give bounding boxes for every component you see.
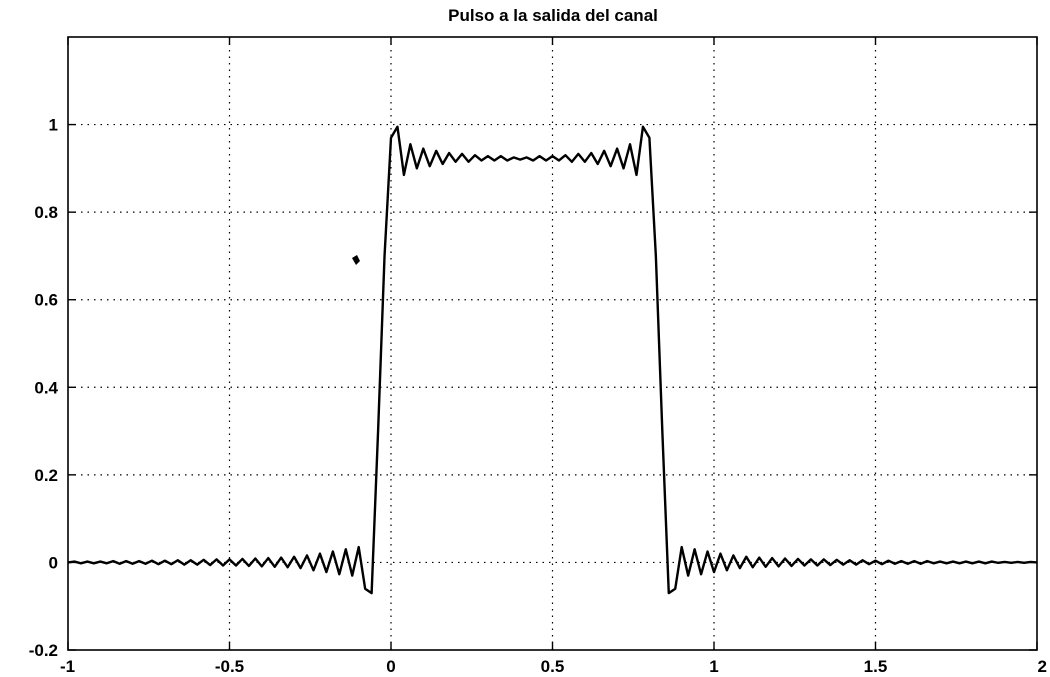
series-line-0 <box>67 125 1038 595</box>
y-tick-label: 0 <box>49 553 58 572</box>
y-tick-label: 1 <box>49 116 58 135</box>
x-tick-label: 1.5 <box>864 657 888 676</box>
x-tick-label: 1 <box>709 657 718 676</box>
x-tick-label: 0.5 <box>541 657 565 676</box>
y-tick-label: 0.6 <box>34 291 58 310</box>
y-tick-label: -0.2 <box>29 641 58 660</box>
x-tick-label: -0.5 <box>215 657 244 676</box>
grid-lines <box>68 37 1037 650</box>
x-axis-tick-labels: -1 -0.5 0 0.5 1 1.5 2 <box>60 657 1047 676</box>
chart-title: Pulso a la salida del canal <box>448 6 658 25</box>
y-axis-tick-labels: -0.2 0 0.2 0.4 0.6 0.8 1 <box>29 116 59 660</box>
y-tick-label: 0.4 <box>34 378 58 397</box>
x-tick-label: 0 <box>386 657 395 676</box>
x-tick-label: -1 <box>60 657 75 676</box>
x-tick-label: 2 <box>1038 657 1047 676</box>
series-layer <box>67 125 1038 595</box>
scan-speck <box>352 255 360 265</box>
tick-marks <box>67 37 1038 651</box>
y-tick-label: 0.8 <box>34 203 58 222</box>
y-tick-label: 0.2 <box>34 466 58 485</box>
